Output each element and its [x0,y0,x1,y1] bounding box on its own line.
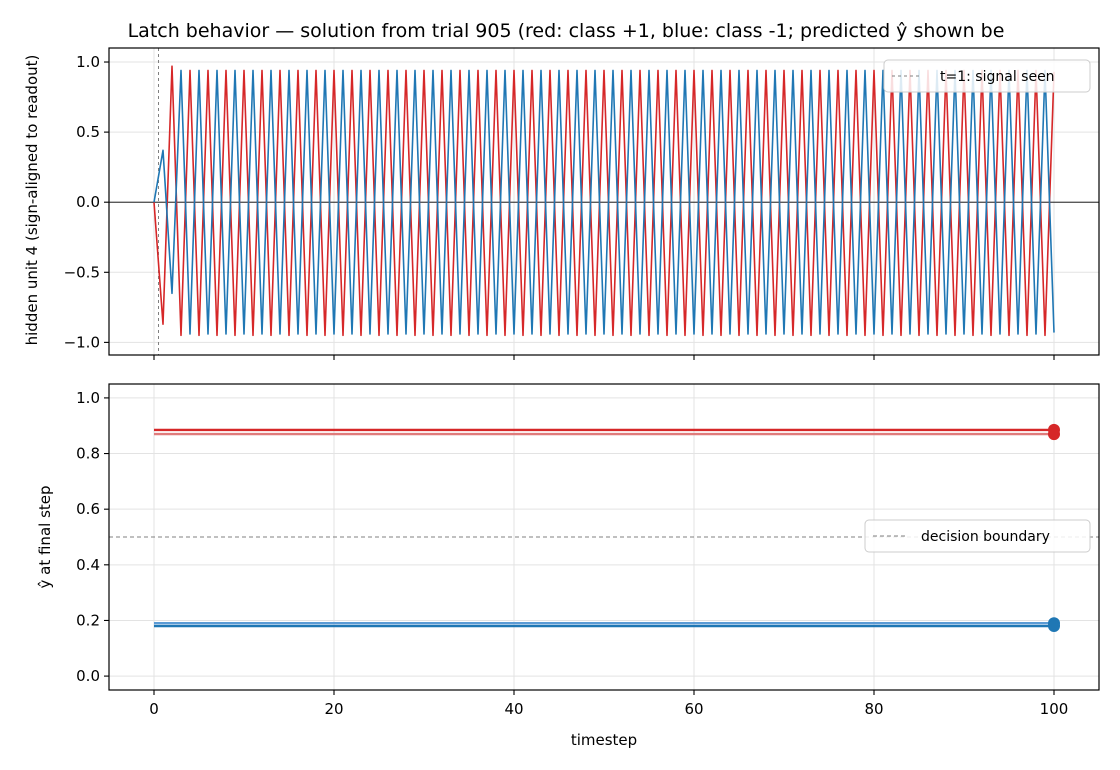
prediction-marker [1048,620,1060,633]
y-tick-label: 0.2 [76,611,100,629]
y-tick-label: 0.5 [76,123,100,141]
series-line-class-pos [153,65,1055,337]
y-tick-label: −0.5 [64,263,100,281]
y-tick-label: 1.0 [76,389,100,407]
x-tick-label: 0 [149,700,159,718]
prediction-marker [1048,428,1060,441]
plot-area [109,48,1099,355]
bottom-panel: 0.0 0.2 0.4 0.6 0.8 1.0 0 20 40 60 80 100 decision b… [36,383,1100,749]
y-tick-label: −1.0 [64,333,100,351]
plot-area [109,428,1099,628]
plot-frame [108,47,1100,356]
x-tick-label: 20 [324,700,343,718]
y-tick-label: 1.0 [76,53,100,71]
x-axis-label: timestep [571,731,637,749]
y-tick-label: 0.6 [76,500,100,518]
y-tick-label: 0.0 [76,193,100,211]
y-tick-label: 0.8 [76,445,100,463]
legend: decision boundary [864,519,1091,553]
top-panel: 1.0 0.5 0.0 −0.5 −1.0 t=1: signal seen hidden … [23,47,1100,360]
legend-box [864,519,1091,553]
y-axis-label: hidden unit 4 (sign-aligned to readout) [23,55,41,346]
legend-label: decision boundary [921,529,1050,545]
y-axis-label: ŷ at final step [36,485,54,588]
legend: t=1: signal seen [883,59,1091,93]
x-tick-label: 60 [684,700,703,718]
legend-box [883,59,1091,93]
x-tick-label: 100 [1040,700,1069,718]
chart-title: Latch behavior — solution from trial 905… [128,20,1005,42]
y-tick-label: 0.4 [76,556,100,574]
legend-label: t=1: signal seen [940,69,1055,85]
plot-frame [108,383,1100,691]
y-tick-label: 0.0 [76,667,100,685]
x-tick-label: 40 [504,700,523,718]
x-tick-label: 80 [864,700,883,718]
series-line-class-neg [153,69,1055,335]
